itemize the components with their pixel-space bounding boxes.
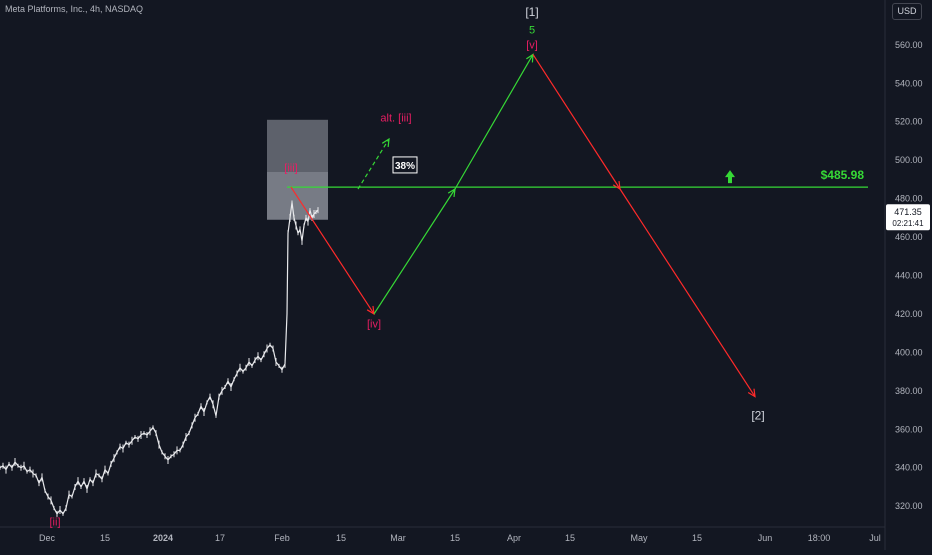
x-tick-label: 17 <box>215 533 225 543</box>
currency-button[interactable]: USD <box>892 3 922 20</box>
wave-segment <box>532 54 621 190</box>
symbol-title: Meta Platforms, Inc., 4h, NASDAQ <box>5 4 144 14</box>
y-tick-label: 380.00 <box>895 386 923 396</box>
x-tick-label: Mar <box>390 533 406 543</box>
y-tick-label: 440.00 <box>895 271 923 281</box>
y-tick-label: 420.00 <box>895 309 923 319</box>
y-tick-label: 560.00 <box>895 40 923 50</box>
level-price-label: $485.98 <box>821 168 865 182</box>
y-tick-label: 460.00 <box>895 232 923 242</box>
x-tick-label: 2024 <box>153 533 173 543</box>
wave-segment <box>357 138 390 190</box>
wave-label: [1] <box>525 5 538 19</box>
x-tick-label: Apr <box>507 533 521 543</box>
target-zone-upper <box>267 119 328 172</box>
x-tick-label: 15 <box>336 533 346 543</box>
y-tick-label: 340.00 <box>895 463 923 473</box>
wave-label: [v] <box>526 40 538 52</box>
wave-label: [iii] <box>284 163 297 175</box>
wave-label: 5 <box>529 24 535 36</box>
wave-segment <box>290 186 375 315</box>
y-tick-label: 500.00 <box>895 155 923 165</box>
wave-arrowhead <box>747 388 756 398</box>
wave-segment <box>454 54 534 190</box>
retracement-badge <box>392 156 418 174</box>
y-tick-label: 480.00 <box>895 194 923 204</box>
wave-label: [iv] <box>367 318 381 330</box>
x-tick-label: 15 <box>692 533 702 543</box>
x-tick-label: 15 <box>450 533 460 543</box>
wave-arrowhead <box>366 305 375 316</box>
x-tick-label: Jul <box>869 533 881 543</box>
wave-segment <box>373 188 456 315</box>
wave-segment <box>619 188 756 397</box>
wave-label: [2] <box>751 409 764 423</box>
x-tick-label: 15 <box>100 533 110 543</box>
price-series-line <box>0 201 319 515</box>
up-arrow-icon <box>725 170 735 184</box>
x-tick-label: Jun <box>758 533 773 543</box>
x-tick-label: Dec <box>39 533 56 543</box>
wave-arrowhead <box>447 187 456 198</box>
y-tick-label: 320.00 <box>895 501 923 511</box>
x-tick-label: May <box>630 533 648 543</box>
y-tick-label: 400.00 <box>895 347 923 357</box>
target-zone-lower <box>267 171 328 220</box>
retracement-badge-label: 38% <box>395 161 415 172</box>
x-tick-label: 18:00 <box>808 533 831 543</box>
wave-label: [ii] <box>50 516 61 528</box>
last-price-label: 471.35 <box>894 207 922 217</box>
wave-label: alt. [iii] <box>380 113 411 125</box>
last-price-marker <box>886 204 930 231</box>
wave-arrowhead <box>381 137 390 148</box>
y-tick-label: 360.00 <box>895 424 923 434</box>
x-tick-label: 15 <box>565 533 575 543</box>
y-tick-label: 540.00 <box>895 78 923 88</box>
y-tick-label: 520.00 <box>895 117 923 127</box>
x-tick-label: Feb <box>274 533 290 543</box>
wave-arrowhead <box>612 180 621 191</box>
bar-countdown-label: 02:21:41 <box>892 219 924 228</box>
